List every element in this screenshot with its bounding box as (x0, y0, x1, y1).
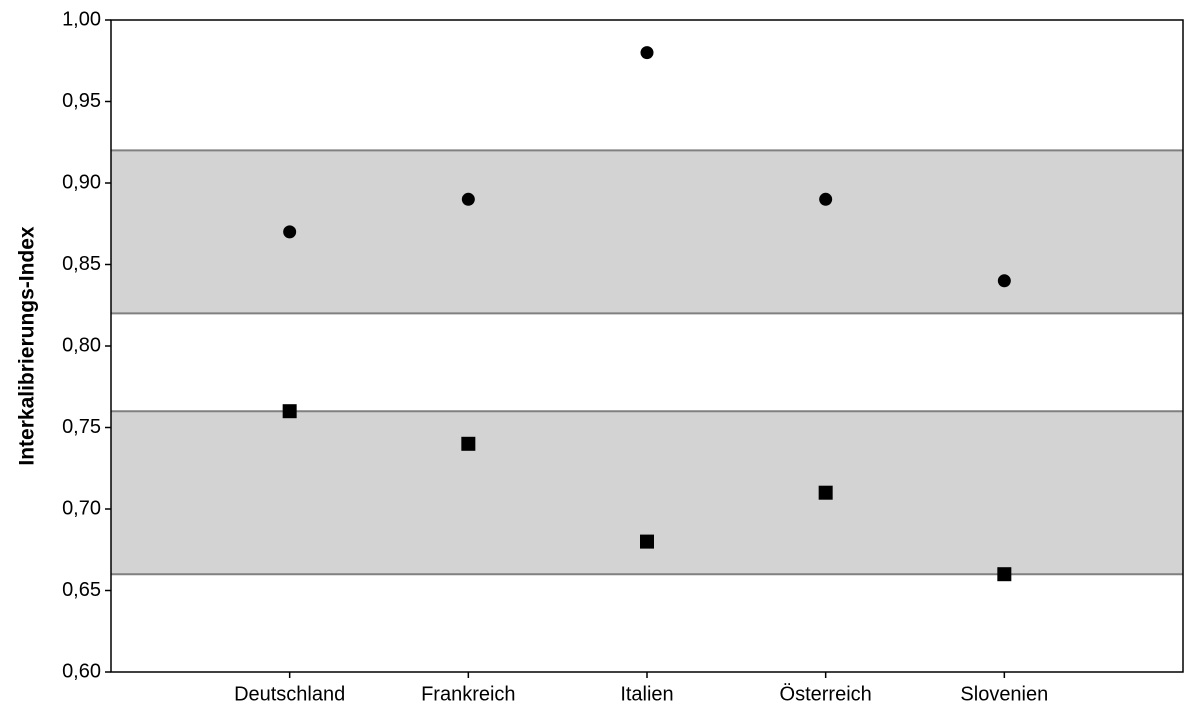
y-tick-label: 1,00 (62, 8, 101, 30)
y-tick-label: 0,80 (62, 334, 101, 356)
x-tick-label: Frankreich (421, 683, 515, 705)
point (997, 274, 1011, 288)
point (282, 404, 297, 419)
y-tick-label: 0,70 (62, 497, 101, 519)
point (283, 225, 297, 239)
point (640, 46, 654, 60)
x-tick-label: Österreich (780, 683, 872, 705)
point (997, 567, 1012, 582)
point (461, 192, 475, 206)
point (819, 192, 833, 206)
y-tick-label: 0,65 (62, 579, 101, 601)
x-tick-label: Slovenien (960, 683, 1048, 705)
band (111, 411, 1183, 575)
y-tick-label: 0,60 (62, 660, 101, 682)
point (640, 534, 654, 549)
point (818, 485, 833, 500)
y-tick-label: 0,90 (62, 171, 101, 193)
y-tick-label: 0,95 (62, 90, 101, 112)
x-tick-label: Italien (620, 683, 673, 705)
y-tick-label: 0,85 (62, 253, 101, 275)
band (111, 150, 1183, 314)
point (461, 436, 476, 451)
y-axis-label: Interkalibrierungs-Index (16, 226, 39, 466)
y-tick-label: 0,75 (62, 416, 101, 438)
x-tick-label: Deutschland (234, 683, 345, 705)
